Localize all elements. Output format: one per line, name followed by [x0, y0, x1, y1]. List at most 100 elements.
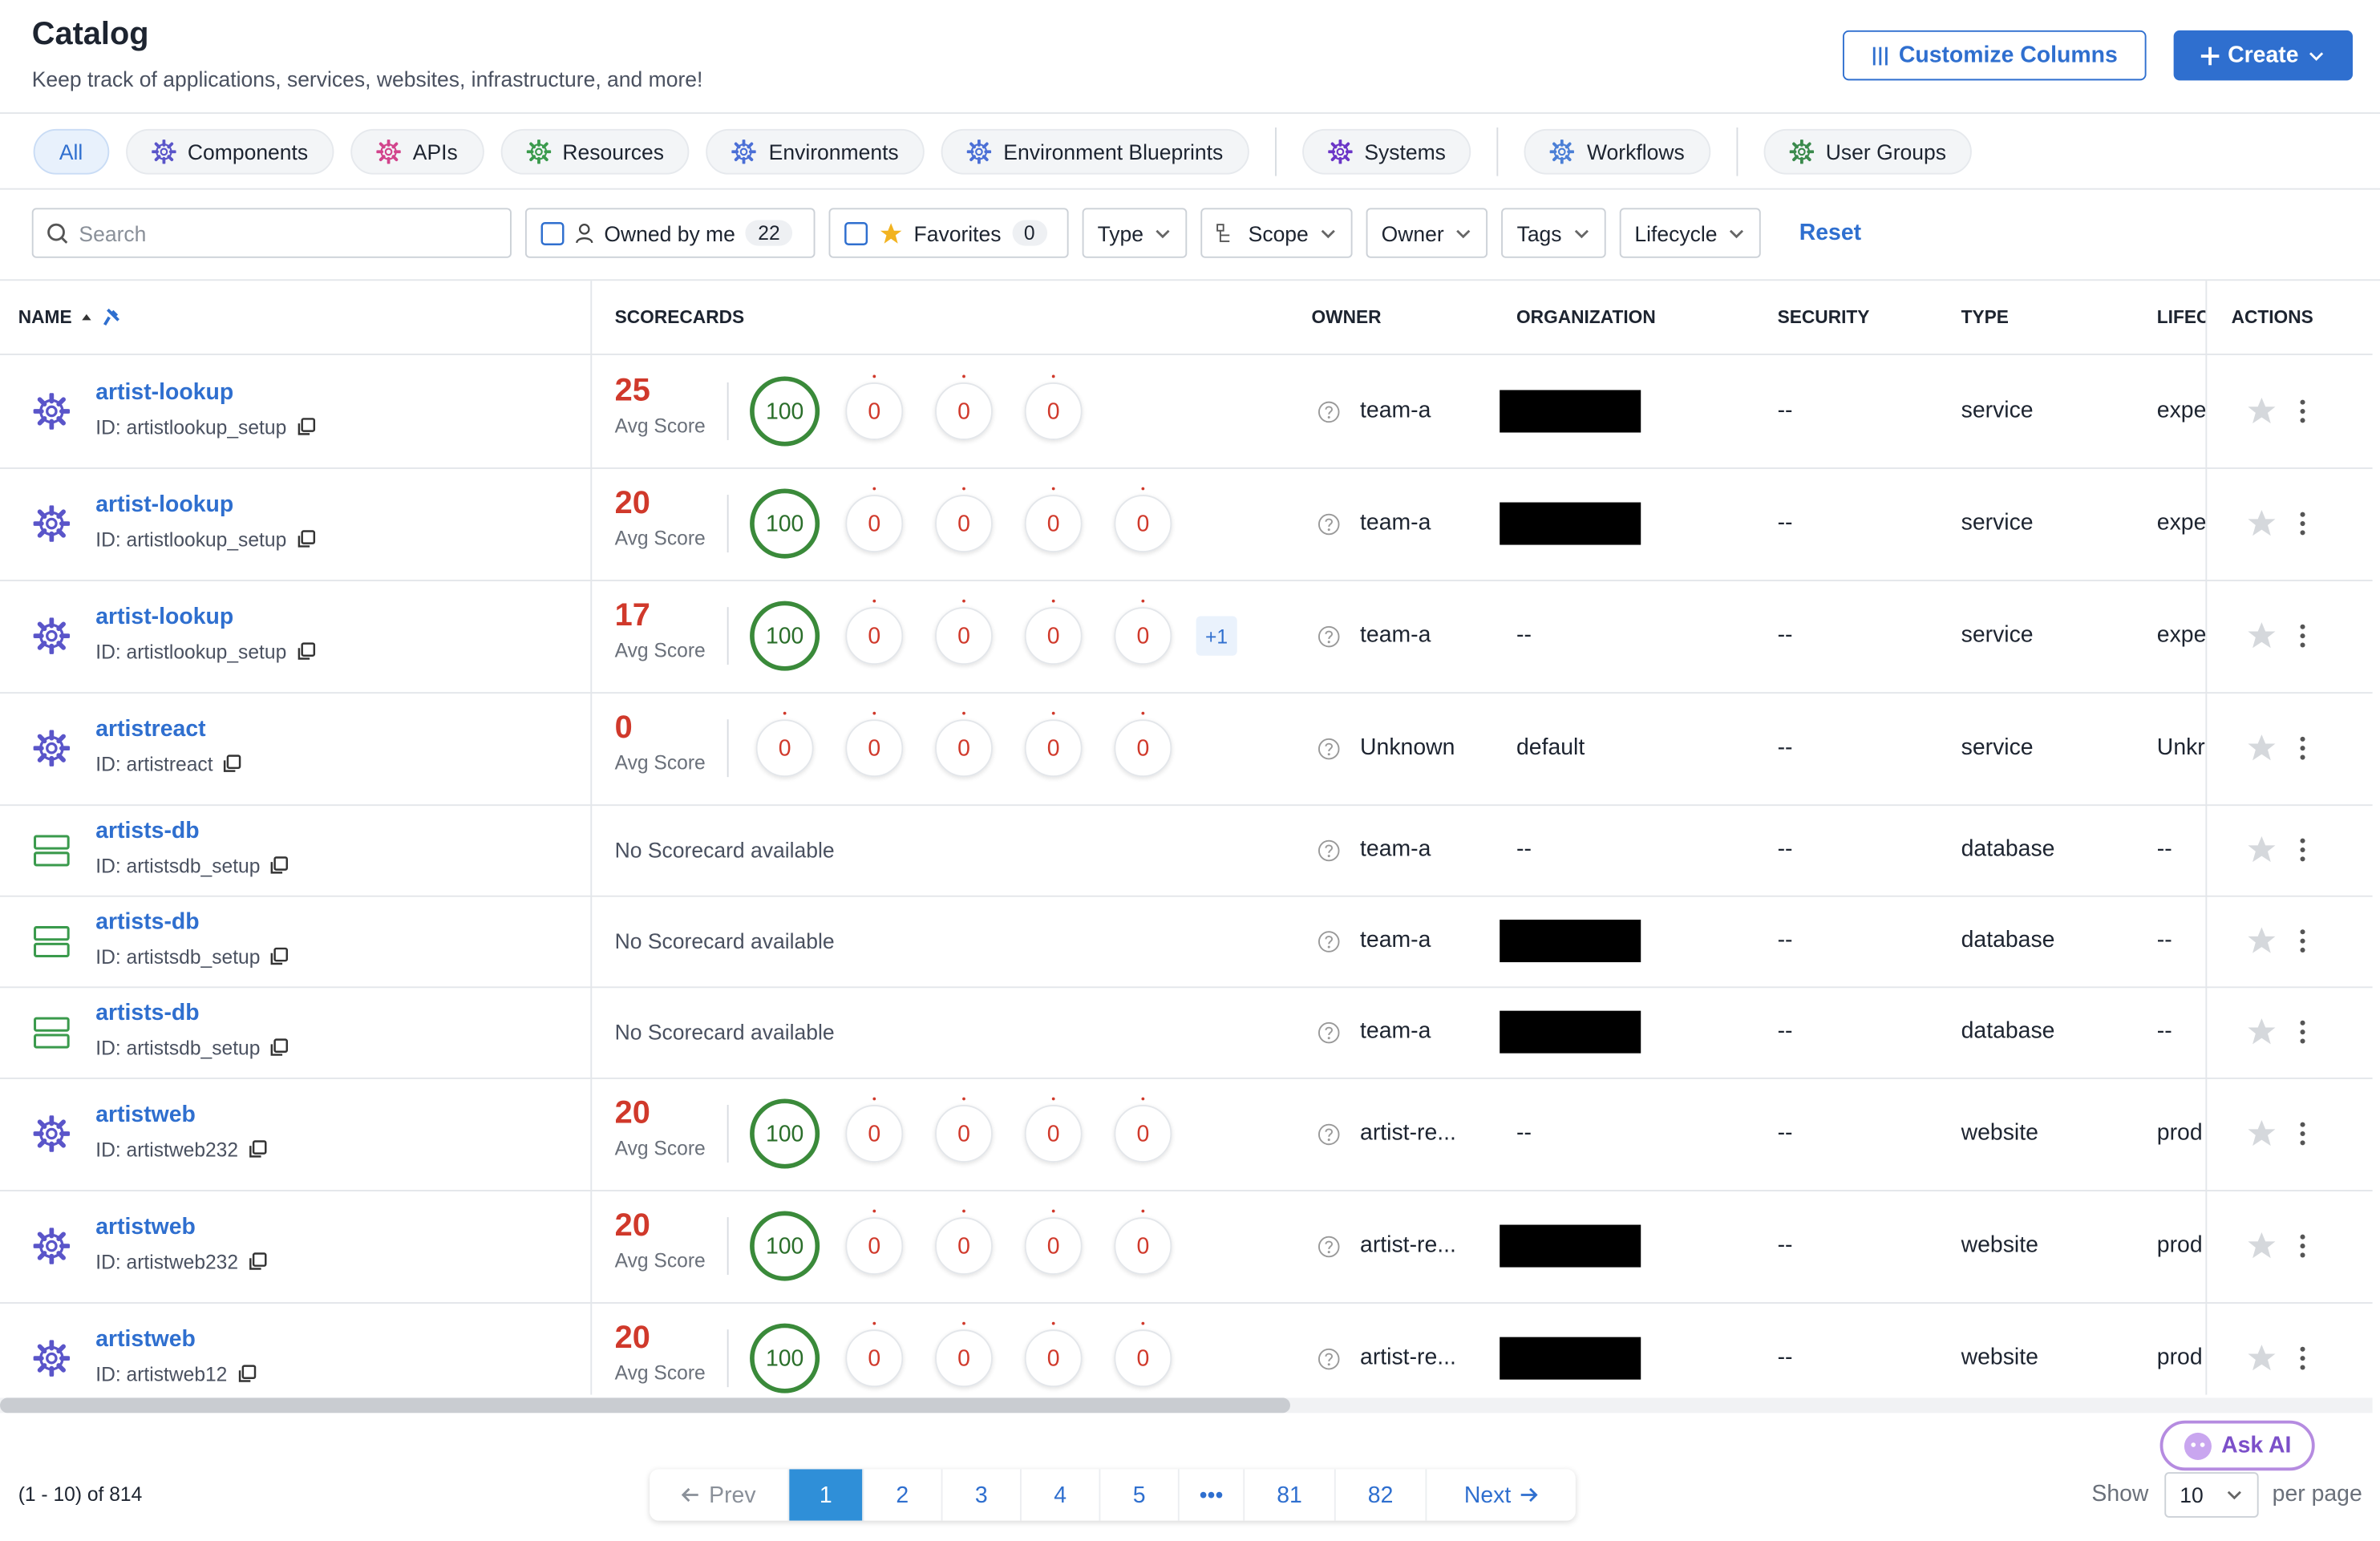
row-menu[interactable]: [2292, 510, 2313, 545]
favorite-star[interactable]: [2246, 1017, 2277, 1054]
row-menu[interactable]: [2292, 398, 2313, 433]
page-button[interactable]: 5: [1100, 1469, 1180, 1521]
scorecard-score[interactable]: 0: [845, 495, 904, 553]
filter-dropdown[interactable]: Type: [1082, 208, 1188, 258]
scorecard-score[interactable]: 0: [845, 1105, 904, 1163]
page-button[interactable]: 82: [1336, 1469, 1427, 1521]
scorecard-score[interactable]: 0: [935, 1105, 993, 1163]
row-menu[interactable]: [2292, 1232, 2313, 1268]
favorite-star[interactable]: [2246, 1343, 2277, 1381]
row-menu[interactable]: [2292, 836, 2313, 872]
scorecard-score[interactable]: 100: [750, 601, 820, 671]
tab[interactable]: Resources: [500, 128, 690, 175]
customize-columns-button[interactable]: Customize Columns: [1842, 30, 2147, 81]
entity-name[interactable]: artistweb: [95, 1102, 196, 1128]
page-button[interactable]: 1: [789, 1469, 864, 1521]
scorecard-score[interactable]: 0: [1114, 495, 1172, 553]
scorecard-score[interactable]: 0: [845, 719, 904, 778]
scorecard-score[interactable]: 0: [935, 382, 993, 440]
row-menu[interactable]: [2292, 1120, 2313, 1155]
scorecard-score[interactable]: 0: [845, 382, 904, 440]
favorite-star[interactable]: [2246, 835, 2277, 872]
page-button[interactable]: 4: [1022, 1469, 1101, 1521]
scorecard-score[interactable]: 100: [750, 1323, 820, 1393]
favorite-star[interactable]: [2246, 1231, 2277, 1268]
scorecard-score[interactable]: 0: [1024, 719, 1083, 778]
row-menu[interactable]: [2292, 928, 2313, 963]
entity-name[interactable]: artist-lookup: [95, 491, 234, 518]
page-button[interactable]: •••: [1180, 1469, 1245, 1521]
scorecard-score[interactable]: 0: [845, 607, 904, 665]
favorite-star[interactable]: [2246, 733, 2277, 770]
page-button[interactable]: 2: [864, 1469, 943, 1521]
tab[interactable]: User Groups: [1763, 128, 1973, 175]
entity-name[interactable]: artists-db: [95, 818, 200, 844]
tab[interactable]: All: [33, 128, 109, 175]
favorite-star[interactable]: [2246, 621, 2277, 658]
tab[interactable]: Workflows: [1524, 128, 1710, 175]
scorecard-score[interactable]: 0: [845, 1217, 904, 1276]
scorecard-score[interactable]: 100: [750, 1098, 820, 1169]
scorecard-score[interactable]: 0: [1114, 1329, 1172, 1388]
column-header[interactable]: NAME: [18, 306, 120, 328]
tab[interactable]: Environments: [706, 128, 925, 175]
scorecard-score[interactable]: 0: [935, 495, 993, 553]
favorites-filter[interactable]: Favorites 0: [828, 208, 1069, 258]
more-scorecards[interactable]: +1: [1196, 616, 1237, 656]
reset-button[interactable]: Reset: [1799, 220, 1862, 246]
scorecard-score[interactable]: 100: [750, 376, 820, 447]
scorecard-score[interactable]: 0: [935, 607, 993, 665]
row-menu[interactable]: [2292, 1018, 2313, 1054]
scorecard-score[interactable]: 0: [1114, 719, 1172, 778]
prev-button[interactable]: Prev: [650, 1469, 790, 1521]
favorite-star[interactable]: [2246, 926, 2277, 964]
tab[interactable]: Components: [125, 128, 334, 175]
page-button[interactable]: 81: [1245, 1469, 1336, 1521]
row-menu[interactable]: [2292, 734, 2313, 770]
scorecard-score[interactable]: 100: [750, 488, 820, 559]
tab[interactable]: APIs: [350, 128, 484, 175]
row-menu[interactable]: [2292, 622, 2313, 657]
scorecard-score[interactable]: 0: [935, 719, 993, 778]
scorecard-score[interactable]: 0: [1114, 1217, 1172, 1276]
favorite-star[interactable]: [2246, 396, 2277, 434]
icon-shape: [155, 144, 172, 160]
scorecard-score[interactable]: 0: [935, 1329, 993, 1388]
per-page-select[interactable]: 10: [2164, 1472, 2259, 1518]
entity-name[interactable]: artists-db: [95, 1000, 200, 1026]
entity-name[interactable]: artistweb: [95, 1326, 196, 1353]
create-button[interactable]: Create: [2173, 30, 2353, 81]
scorecard-score[interactable]: 0: [1024, 1329, 1083, 1388]
scorecard-score[interactable]: 0: [1024, 1217, 1083, 1276]
filter-dropdown[interactable]: Lifecycle: [1619, 208, 1762, 258]
favorite-star[interactable]: [2246, 1118, 2277, 1156]
scorecard-score[interactable]: 0: [755, 719, 814, 778]
filter-dropdown[interactable]: Tags: [1501, 208, 1606, 258]
scrollbar-thumb[interactable]: [0, 1397, 1290, 1414]
tab[interactable]: Environment Blueprints: [941, 128, 1249, 175]
scorecard-score[interactable]: 0: [935, 1217, 993, 1276]
scorecard-score[interactable]: 0: [845, 1329, 904, 1388]
next-button[interactable]: Next: [1427, 1469, 1576, 1520]
scorecard-score[interactable]: 100: [750, 1211, 820, 1281]
page-button[interactable]: 3: [942, 1469, 1022, 1521]
entity-name[interactable]: artist-lookup: [95, 379, 234, 406]
filter-dropdown[interactable]: Scope: [1200, 208, 1353, 258]
tab[interactable]: Systems: [1301, 128, 1472, 175]
scorecard-score[interactable]: 0: [1024, 607, 1083, 665]
ask-ai-button[interactable]: Ask AI: [2159, 1420, 2315, 1471]
scorecard-score[interactable]: 0: [1024, 495, 1083, 553]
scorecard-score[interactable]: 0: [1114, 1105, 1172, 1163]
entity-name[interactable]: artistreact: [95, 716, 206, 742]
entity-name[interactable]: artist-lookup: [95, 604, 234, 630]
entity-name[interactable]: artists-db: [95, 908, 200, 936]
search-box[interactable]: Search: [31, 208, 512, 258]
filter-dropdown[interactable]: Owner: [1366, 208, 1488, 258]
scorecard-score[interactable]: 0: [1024, 382, 1083, 440]
scorecard-score[interactable]: 0: [1024, 1105, 1083, 1163]
entity-name[interactable]: artistweb: [95, 1214, 196, 1240]
scorecard-score[interactable]: 0: [1114, 607, 1172, 665]
favorite-star[interactable]: [2246, 508, 2277, 546]
owned-by-me-filter[interactable]: Owned by me 22: [524, 208, 816, 258]
row-menu[interactable]: [2292, 1345, 2313, 1380]
